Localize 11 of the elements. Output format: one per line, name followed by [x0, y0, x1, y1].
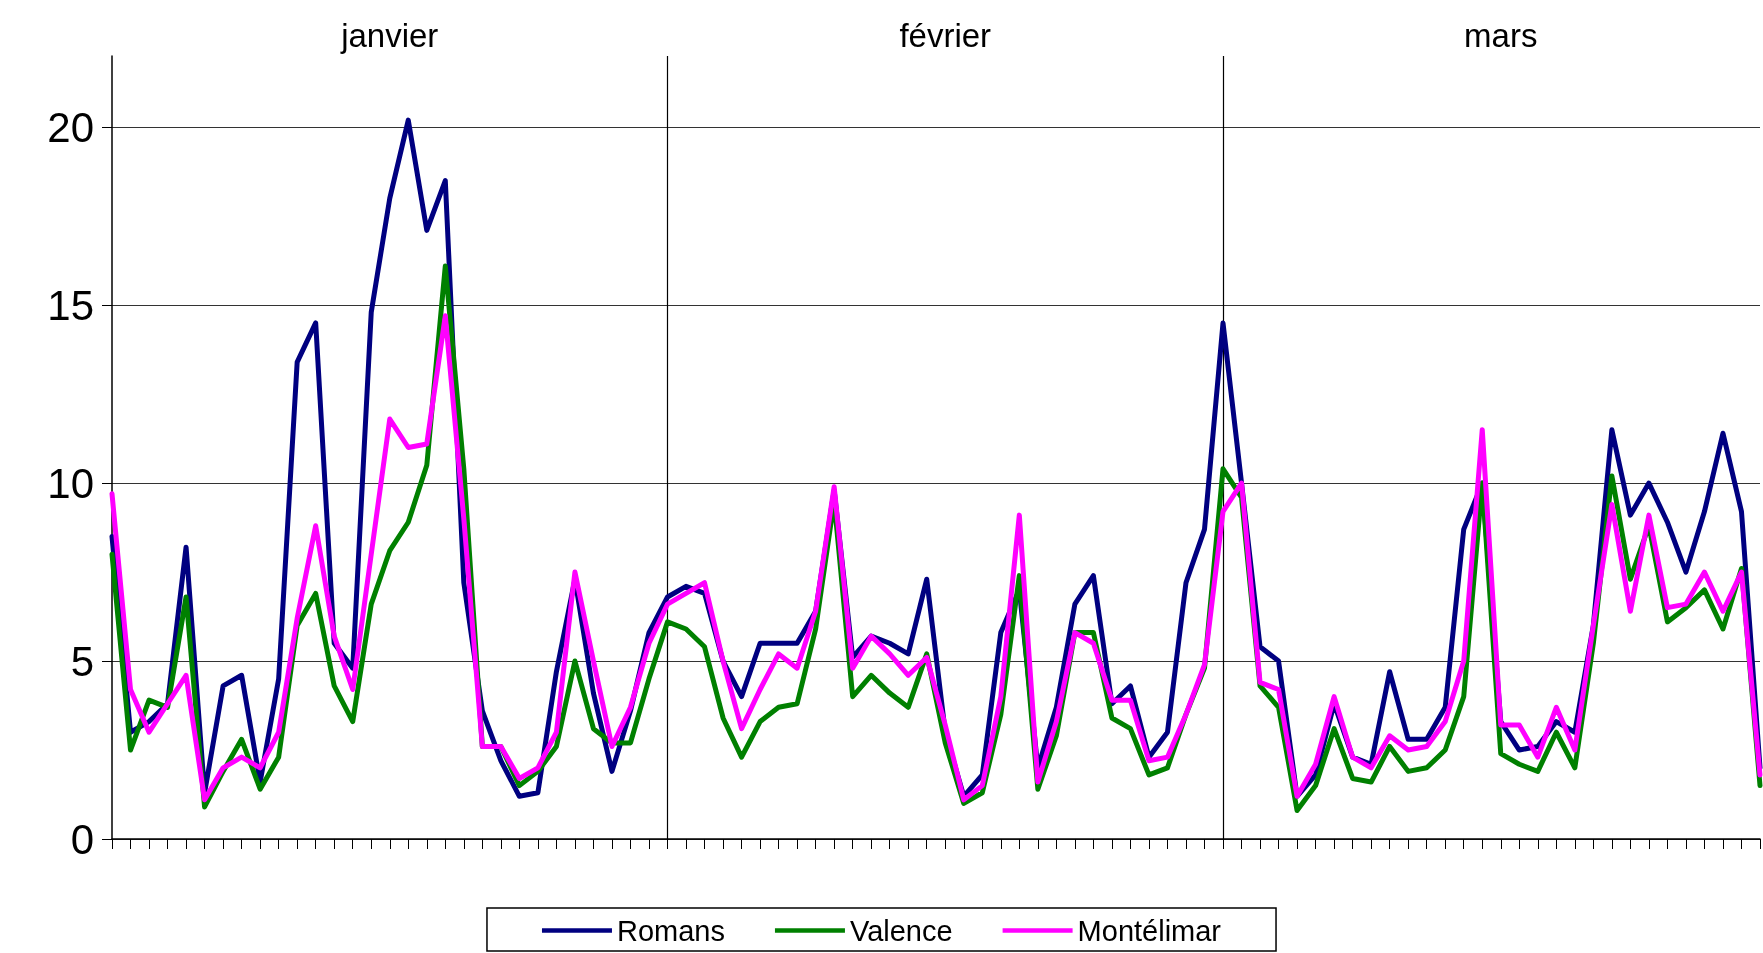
y-tick-label: 5	[70, 637, 94, 685]
legend-label: Romans	[616, 914, 725, 947]
text: janvier	[340, 17, 439, 54]
text: mars	[1464, 17, 1538, 54]
legend-label: Montélimar	[1077, 914, 1222, 947]
y-tick-label: 20	[47, 103, 94, 151]
text: février	[899, 17, 992, 54]
y-tick-label: 10	[47, 459, 94, 507]
y-tick-label: 15	[47, 281, 94, 329]
legend-label: Valence	[849, 914, 953, 947]
y-tick-label: 0	[70, 815, 94, 863]
